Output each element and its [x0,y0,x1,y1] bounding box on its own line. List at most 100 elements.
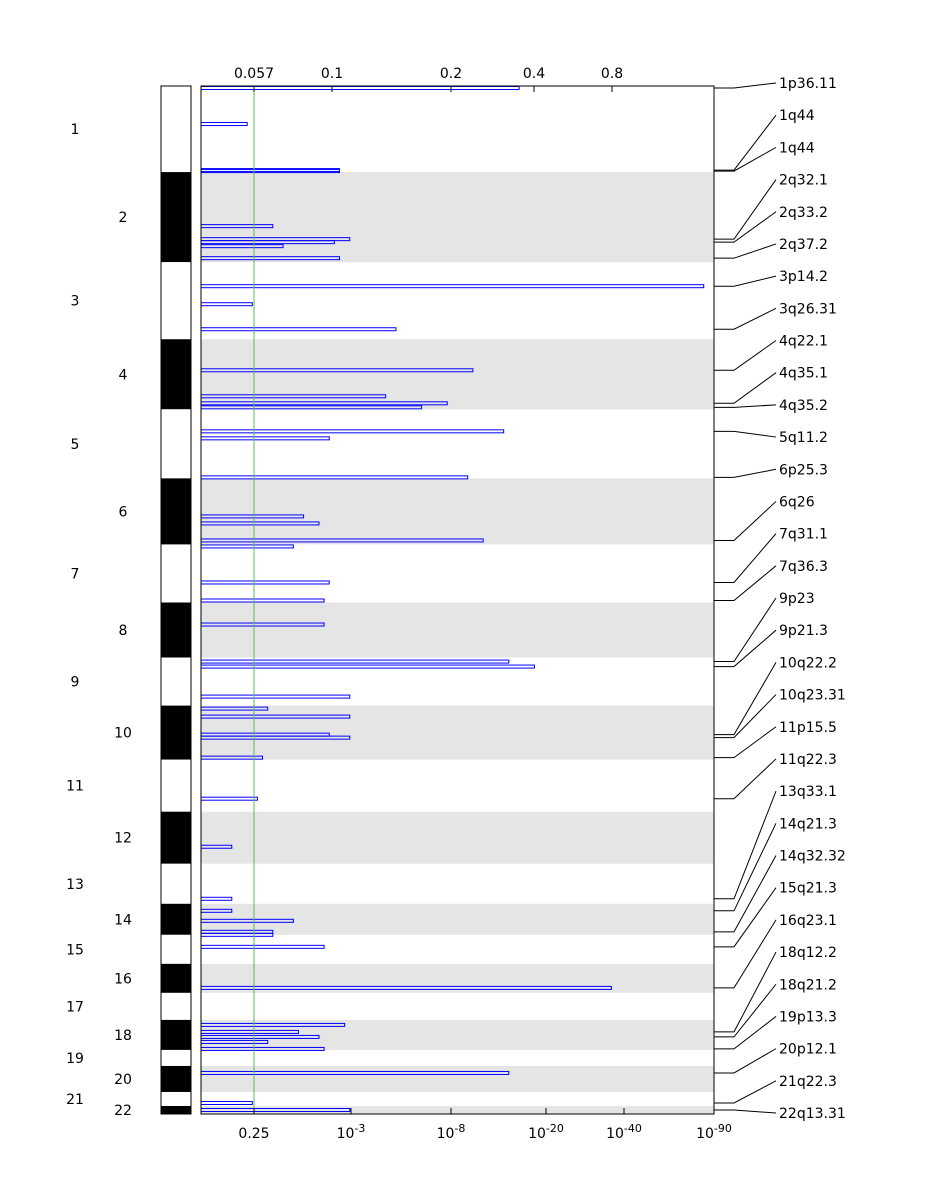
chromosome-label: 11 [66,779,84,795]
chromosome-label: 4 [119,367,128,383]
ideogram-frame [160,85,192,1115]
peak-connector [714,919,777,989]
chromosome-label: 19 [66,1051,84,1067]
peak-label: 13q33.1 [779,784,837,800]
peak-connector [714,951,777,1033]
chromosome-label: 7 [71,566,80,582]
plot-frame [200,85,715,1115]
bottom-tick-label: 10-40 [606,1122,642,1142]
bottom-tick-label: 10-3 [337,1122,366,1142]
top-tick-label: 0.8 [601,66,623,82]
peak-connector [714,82,777,89]
peak-label: 7q31.1 [779,527,828,543]
bottom-tick-label: 10-8 [437,1122,466,1142]
peak-connector [714,983,777,1038]
peak-label: 16q23.1 [779,913,837,929]
peak-label: 6q26 [779,494,815,510]
peak-label: 6p25.3 [779,462,828,478]
peak-connector [714,430,777,438]
peak-label: 11p15.5 [779,720,837,736]
chromosome-label: 15 [66,942,84,958]
peak-connector [714,597,777,663]
chromosome-label: 1 [71,122,80,138]
ideogram-chr11 [161,759,191,812]
chromosome-ideogram [161,86,191,1114]
peak-label: 11q22.3 [779,752,837,768]
ideogram-chr21 [161,1091,191,1106]
peak-connector [714,243,777,259]
ideogram-chr7 [161,544,191,603]
band-chr10 [201,705,714,760]
peak-connector [714,887,777,948]
ideogram-chr16 [161,963,191,993]
peak-connector [714,694,777,739]
peak-labels: 1p36.11 1q44 1q44 2q32.1 2q33.2 2q37.2 3p14.2 3… [714,76,846,1122]
peak-connector [714,726,777,759]
peak-connector [714,114,777,171]
peak-connector [714,533,777,583]
peak-connector [714,758,777,800]
peak-label: 14q21.3 [779,816,837,832]
peak-label: 14q32.32 [779,849,846,865]
peak-label: 4q35.1 [779,366,828,382]
band-chr8 [201,602,714,658]
chromosome-label: 20 [114,1072,132,1088]
ideogram-chr19 [161,1049,191,1066]
chromosome-label: 18 [114,1028,132,1044]
bottom-tick-label: 0.25 [238,1126,269,1142]
ideogram-chr12 [161,811,191,864]
ideogram-chr6 [161,478,191,545]
peak-label: 1p36.11 [779,76,837,92]
peak-connector [714,211,777,243]
top-tick-label: 0.057 [234,66,274,82]
peak-label: 19p13.3 [779,1009,837,1025]
bottom-tick-label: 10-20 [528,1122,564,1142]
band-chr2 [201,172,714,263]
ideogram-chr1 [161,86,191,173]
chromosome-label: 16 [114,971,132,987]
band-chr20 [201,1065,714,1092]
band-chr12 [201,811,714,864]
peak-connector [714,307,777,330]
ideogram-chr2 [161,172,191,263]
ideogram-chr22 [161,1105,191,1114]
peak-label: 10q23.31 [779,688,846,704]
peak-label: 21q22.3 [779,1074,837,1090]
peak-label: 18q12.2 [779,945,837,961]
chromosome-label: 6 [119,504,128,520]
peak-label: 4q22.1 [779,334,828,350]
peak-connector [714,179,777,240]
band-chr22 [201,1105,714,1114]
ideogram-chr9 [161,657,191,706]
peak-connector [714,501,777,541]
peak-connector [714,372,777,404]
ideogram-chr3 [161,262,191,340]
chromosome-bands [201,172,714,1114]
peak-connector [714,275,777,287]
peak-connector [714,146,777,172]
peak-connector [714,823,777,912]
peak-connector [714,629,777,668]
ideogram-chr20 [161,1065,191,1092]
peak-label: 2q33.2 [779,205,828,221]
peak-label: 3p14.2 [779,269,828,285]
chromosome-label: 10 [114,726,132,742]
top-tick-label: 0.4 [523,66,545,82]
chromosome-label: 9 [71,675,80,691]
peak-connector [714,340,777,371]
ideogram-chr4 [161,339,191,410]
ideogram-chr8 [161,602,191,658]
chromosome-label: 3 [71,294,80,310]
chromosome-label: 5 [71,437,80,453]
band-chr18 [201,1019,714,1050]
peak-connector [714,565,777,602]
chromosome-label: 17 [66,999,84,1015]
top-tick-label: 0.2 [440,66,462,82]
ideogram-chr15 [161,934,191,964]
peak-label: 20p12.1 [779,1042,837,1058]
chromosome-label: 21 [66,1092,84,1108]
ideogram-chr17 [161,992,191,1020]
peak-label: 9p21.3 [779,623,828,639]
